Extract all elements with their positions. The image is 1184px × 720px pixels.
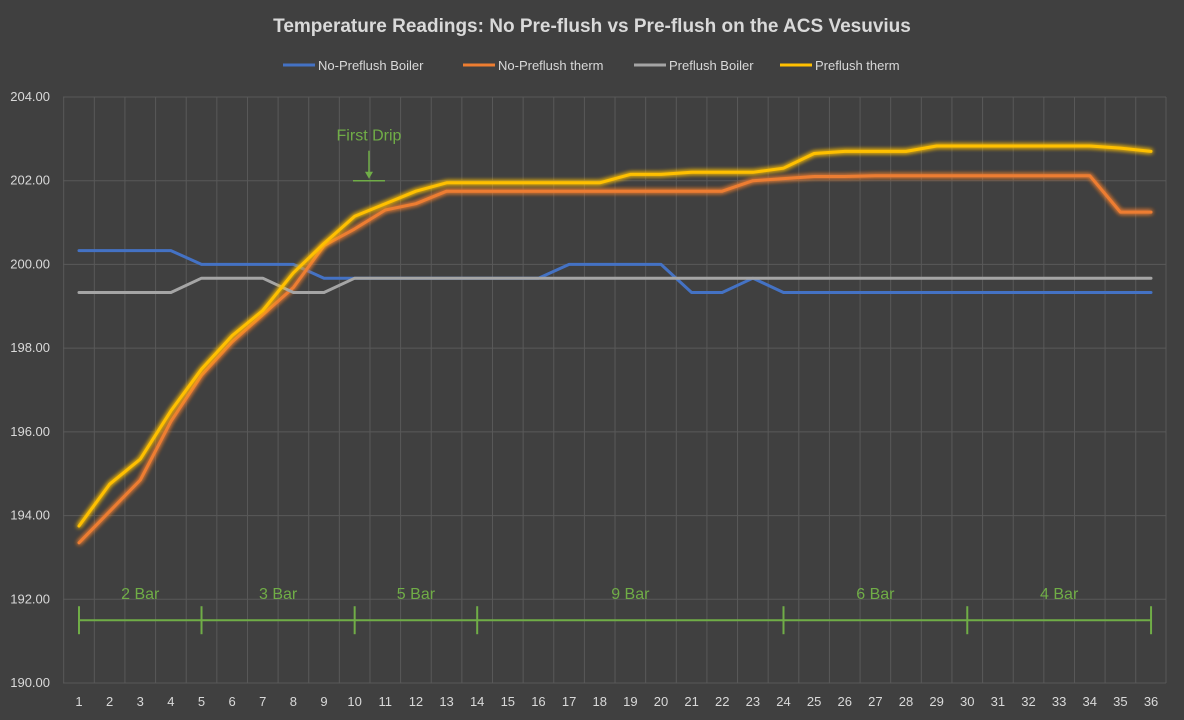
x-tick-label: 19 <box>623 694 637 709</box>
x-tick-label: 24 <box>776 694 790 709</box>
x-tick-label: 10 <box>347 694 361 709</box>
y-tick-label: 202.00 <box>10 173 50 188</box>
x-tick-label: 28 <box>899 694 913 709</box>
phase-label: 2 Bar <box>121 586 160 603</box>
x-tick-label: 4 <box>167 694 174 709</box>
x-tick-label: 25 <box>807 694 821 709</box>
x-tick-label: 9 <box>320 694 327 709</box>
x-tick-label: 1 <box>75 694 82 709</box>
x-tick-label: 14 <box>470 694 484 709</box>
first-drip-arrowhead <box>364 171 373 179</box>
x-tick-label: 26 <box>838 694 852 709</box>
x-tick-label: 33 <box>1052 694 1066 709</box>
x-tick-label: 2 <box>106 694 113 709</box>
annotations: First Drip 2 Bar 3 Bar 5 Bar 9 Bar 6 Bar 4 Bar <box>78 128 1153 635</box>
x-tick-label: 7 <box>259 694 266 709</box>
series-line <box>77 276 1153 294</box>
x-tick-label: 17 <box>562 694 576 709</box>
legend-label: No-Preflush Boiler <box>318 58 424 73</box>
x-tick-label: 21 <box>684 694 698 709</box>
x-tick-label: 6 <box>229 694 236 709</box>
x-tick-label: 23 <box>746 694 760 709</box>
x-tick-label: 3 <box>137 694 144 709</box>
x-tick-label: 22 <box>715 694 729 709</box>
x-tick-label: 31 <box>991 694 1005 709</box>
x-tick-label: 30 <box>960 694 974 709</box>
x-tick-label: 32 <box>1021 694 1035 709</box>
x-tick-label: 8 <box>290 694 297 709</box>
phase-label: 9 Bar <box>611 586 650 603</box>
x-tick-label: 16 <box>531 694 545 709</box>
phase-label: 5 Bar <box>397 586 436 603</box>
legend-label: Preflush Boiler <box>669 58 754 73</box>
x-tick-label: 36 <box>1144 694 1158 709</box>
series-line <box>77 249 1153 294</box>
x-tick-label: 11 <box>379 694 393 709</box>
y-tick-label: 190.00 <box>10 675 50 690</box>
x-tick-label: 18 <box>592 694 606 709</box>
x-tick-label: 35 <box>1113 694 1127 709</box>
legend-label: No-Preflush therm <box>498 58 603 73</box>
y-axis-tick-labels: 190.00 192.00 194.00 196.00 198.00 200.00 202.… <box>10 89 50 690</box>
series-line <box>77 144 1153 528</box>
x-tick-label: 34 <box>1083 694 1097 709</box>
x-tick-label: 15 <box>501 694 515 709</box>
series-line <box>77 174 1153 545</box>
x-tick-label: 20 <box>654 694 668 709</box>
phase-label: 4 Bar <box>1040 586 1079 603</box>
vertical-gridlines <box>63 97 1167 683</box>
chart-title: Temperature Readings: No Pre-flush vs Pr… <box>273 16 911 37</box>
x-tick-label: 5 <box>198 694 205 709</box>
y-tick-label: 204.00 <box>10 89 50 104</box>
x-tick-label: 13 <box>439 694 453 709</box>
series-lines <box>77 144 1153 545</box>
x-tick-label: 27 <box>868 694 882 709</box>
y-tick-label: 200.00 <box>10 256 50 271</box>
x-tick-label: 12 <box>409 694 423 709</box>
x-tick-label: 29 <box>929 694 943 709</box>
y-tick-label: 198.00 <box>10 340 50 355</box>
legend: No-Preflush Boiler No-Preflush therm Prefl… <box>283 58 900 73</box>
y-tick-label: 194.00 <box>10 508 50 523</box>
phase-label: 3 Bar <box>259 586 298 603</box>
x-axis-tick-labels: 1 2 3 4 5 6 7 8 9 10 11 12 13 14 15 16 17 18 19 20 21 22 23 24 2… <box>75 694 1158 709</box>
y-tick-label: 192.00 <box>10 591 50 606</box>
y-tick-label: 196.00 <box>10 424 50 439</box>
first-drip-label: First Drip <box>337 128 402 145</box>
phase-label: 6 Bar <box>856 586 895 603</box>
legend-label: Preflush therm <box>815 58 900 73</box>
